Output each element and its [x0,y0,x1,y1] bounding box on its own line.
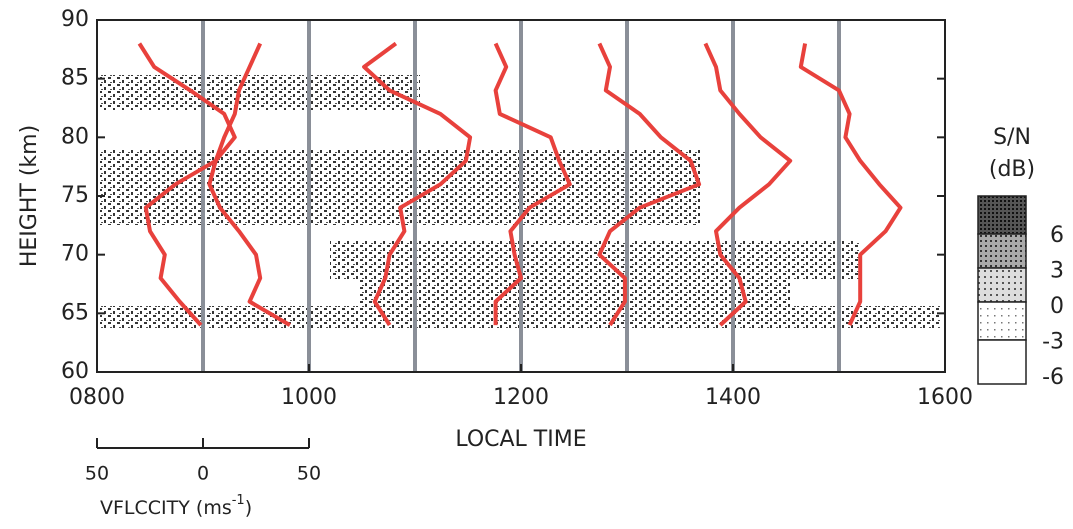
velocity-profile [137,42,237,327]
colorbar-tick-label: -6 [1042,365,1064,390]
colorbar-ticks: 6 3 0 -3 -6 [1042,223,1064,390]
velocity-tick-label: 0 [197,463,209,485]
colorbar-title: S/N [993,125,1031,150]
x-tick-label: 0800 [69,385,125,410]
profiles [137,41,903,327]
echo-layers [100,75,940,328]
colorbar-tick-label: -3 [1042,330,1064,355]
y-tick-label: 90 [61,7,89,32]
velocity-label-exponent: -1 [232,493,245,508]
velocity-label-text: VFLCCITY (ms [100,497,232,519]
y-tick-label: 60 [61,359,89,384]
velocity-label: VFLCCITY (ms-1) [100,493,252,519]
echo-layer [100,75,420,110]
velocity-profile [597,42,702,327]
colorbar-tick-label: 3 [1050,259,1064,284]
velocity-tick-label: 50 [85,463,109,485]
colorbar-tick-label: 6 [1050,223,1064,248]
x-tick-label: 1000 [281,385,337,410]
velocity-profile [362,41,473,327]
x-tick-label: 1600 [917,385,973,410]
y-tick-label: 70 [61,242,89,267]
velocity-tick-label: 50 [297,463,321,485]
velocity-label-close: ) [245,497,252,519]
velocity-profile [703,42,793,327]
x-axis-label: LOCAL TIME [455,427,586,452]
echo-layer [330,240,860,280]
y-axis-label: HEIGHT (km) [17,125,42,267]
velocity-profile [493,42,572,326]
y-tick-label: 65 [61,300,89,325]
velocity-profile [207,42,291,327]
colorbar-tick-label: 0 [1050,294,1064,319]
colorbar-title: (dB) [989,157,1035,182]
y-tick-label: 85 [61,66,89,91]
y-tick-label: 75 [61,183,89,208]
colorbar-box [977,195,1027,235]
axes: 60 65 70 75 80 85 90 0800 1000 1200 1400 1600 [61,7,973,410]
colorbar-box [977,339,1027,385]
velocity-profile [798,43,903,326]
y-tick-label: 80 [61,124,89,149]
colorbar-box [977,267,1027,303]
echo-layer [360,280,790,310]
colorbar [977,195,1027,385]
grid [201,20,841,372]
colorbar-box [977,233,1027,269]
colorbar-box [977,301,1027,341]
x-tick-label: 1400 [705,385,761,410]
x-tick-label: 1200 [493,385,549,410]
